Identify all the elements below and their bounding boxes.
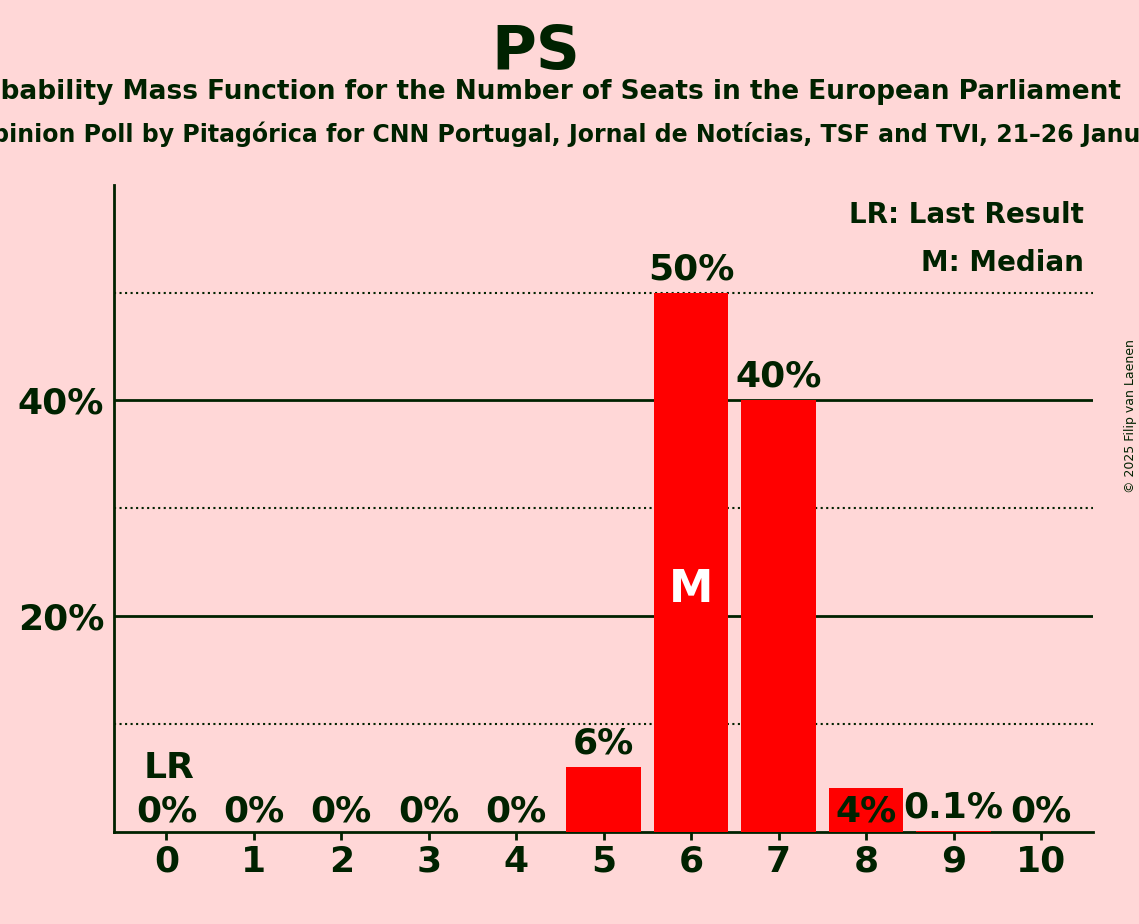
Text: an Opinion Poll by Pitagórica for CNN Portugal, Jornal de Notícias, TSF and TVI,: an Opinion Poll by Pitagórica for CNN Po… — [0, 122, 1139, 148]
Bar — [566, 767, 641, 832]
Text: 0%: 0% — [1010, 795, 1072, 829]
Text: M: Median: M: Median — [920, 249, 1083, 277]
Text: 0%: 0% — [311, 795, 372, 829]
Text: 0.1%: 0.1% — [903, 790, 1003, 824]
Text: 6%: 6% — [573, 726, 634, 760]
Text: 0%: 0% — [485, 795, 547, 829]
Bar — [829, 788, 903, 832]
Text: 40%: 40% — [736, 360, 821, 394]
Bar — [917, 831, 991, 832]
Text: Probability Mass Function for the Number of Seats in the European Parliament: Probability Mass Function for the Number… — [0, 79, 1121, 104]
Text: 0%: 0% — [399, 795, 459, 829]
Text: LR: Last Result: LR: Last Result — [849, 201, 1083, 229]
Text: © 2025 Filip van Laenen: © 2025 Filip van Laenen — [1124, 339, 1137, 492]
Text: 0%: 0% — [223, 795, 285, 829]
Text: 4%: 4% — [835, 795, 896, 829]
Text: 50%: 50% — [648, 252, 735, 286]
Bar — [654, 293, 728, 832]
Text: LR: LR — [144, 751, 194, 785]
Text: 0%: 0% — [136, 795, 197, 829]
Text: PS: PS — [491, 23, 580, 82]
Text: M: M — [669, 567, 713, 611]
Bar — [741, 400, 816, 832]
